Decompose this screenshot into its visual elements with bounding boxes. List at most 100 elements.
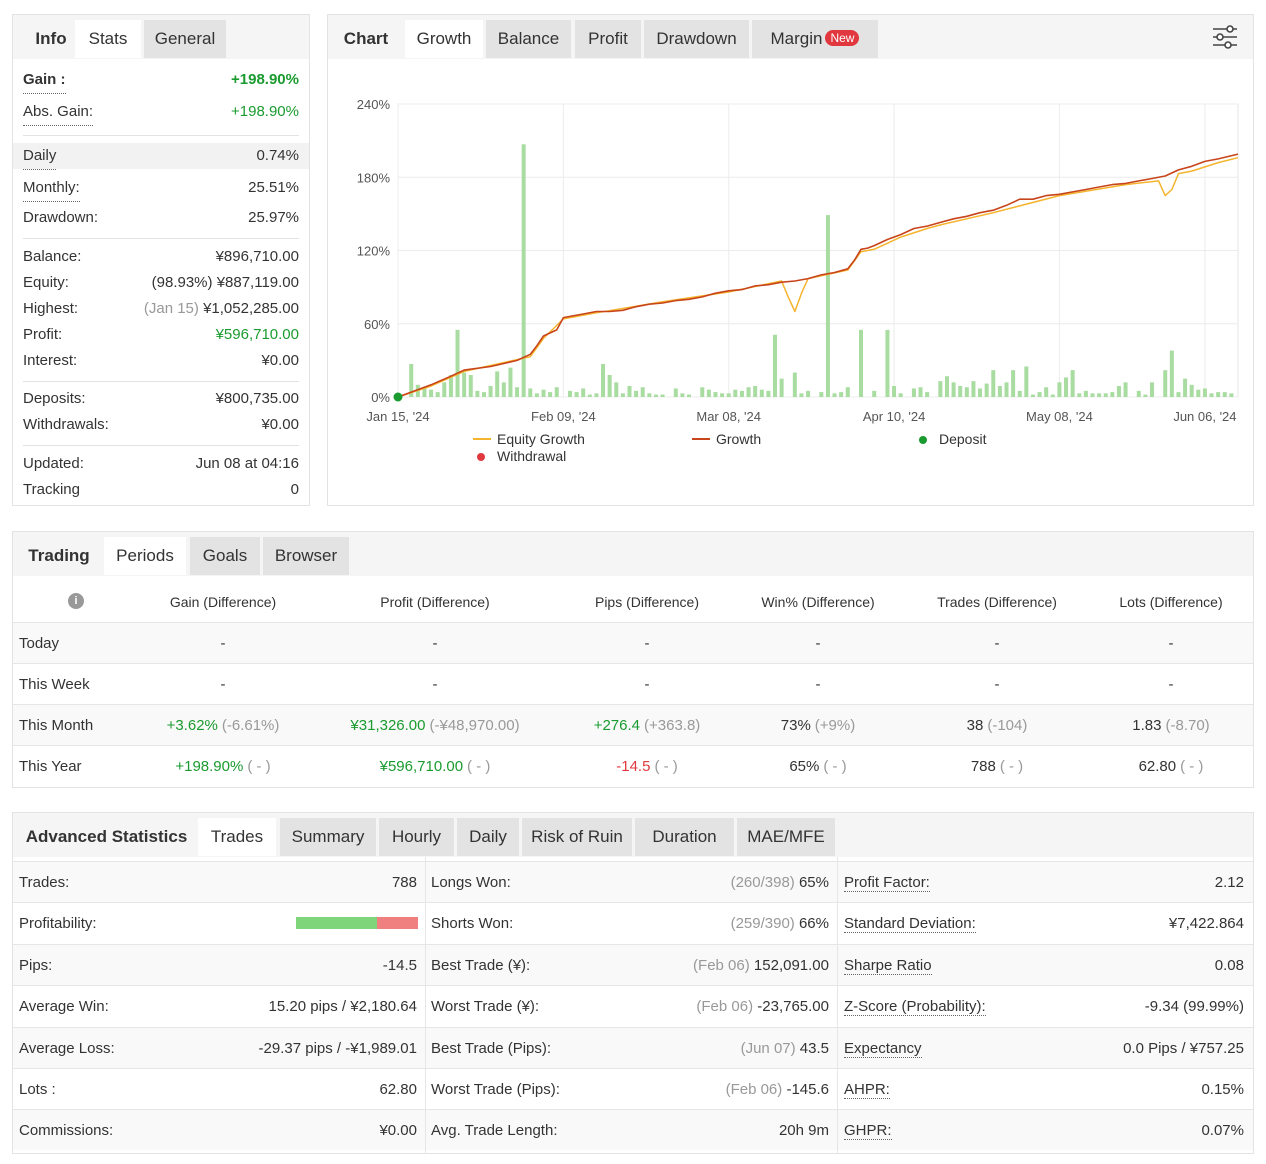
tab-growth[interactable]: Growth [405, 20, 483, 58]
deposit-bar[interactable] [806, 390, 811, 397]
abs-gain-label[interactable]: Abs. Gain: [23, 99, 94, 126]
deposit-bar[interactable] [1143, 394, 1148, 397]
deposit-bar[interactable] [1176, 392, 1181, 397]
deposit-bar[interactable] [1116, 386, 1121, 397]
deposit-bar[interactable] [1169, 350, 1174, 397]
deposit-bar[interactable] [647, 393, 652, 397]
deposit-bar[interactable] [997, 386, 1002, 397]
deposit-bar[interactable] [700, 387, 705, 397]
daily-label[interactable]: Daily [23, 143, 57, 170]
deposit-bar[interactable] [713, 392, 718, 397]
deposit-bar[interactable] [1229, 393, 1234, 397]
deposit-bar[interactable] [495, 371, 500, 397]
deposit-bar[interactable] [1103, 393, 1108, 397]
tab-daily[interactable]: Daily [457, 818, 519, 856]
deposit-bar[interactable] [733, 389, 738, 397]
deposit-bar[interactable] [773, 334, 778, 397]
deposit-bar[interactable] [1222, 392, 1227, 397]
tab-trades[interactable]: Trades [198, 818, 276, 856]
deposit-bar[interactable] [951, 382, 956, 397]
deposit-bar[interactable] [832, 393, 837, 397]
deposit-bar[interactable] [515, 387, 520, 397]
deposit-bar[interactable] [991, 370, 996, 397]
deposit-bar[interactable] [581, 388, 586, 397]
deposit-bar[interactable] [634, 390, 639, 397]
deposit-bar[interactable] [1050, 394, 1055, 397]
legend-withdrawal[interactable]: Withdrawal [477, 448, 566, 464]
stat-label-link[interactable]: Sharpe Ratio [844, 945, 932, 986]
deposit-bar[interactable] [1216, 392, 1221, 397]
deposit-bar[interactable] [554, 387, 559, 397]
deposit-bar[interactable] [1183, 378, 1188, 397]
deposit-bar[interactable] [978, 388, 983, 397]
stat-label-link[interactable]: Profit Factor: [844, 862, 930, 903]
deposit-bar[interactable] [1150, 382, 1155, 397]
monthly-label[interactable]: Monthly: [23, 175, 80, 202]
deposit-bar[interactable] [429, 389, 434, 397]
tab-chart[interactable]: Chart [343, 29, 389, 48]
deposit-bar[interactable] [1011, 370, 1016, 397]
deposit-bar[interactable] [627, 386, 632, 397]
deposit-bar[interactable] [739, 390, 744, 397]
series-line-growth[interactable] [397, 153, 1239, 398]
stat-label[interactable]: Profit Factor: [844, 874, 930, 892]
deposit-bar[interactable] [885, 329, 890, 397]
deposit-bar[interactable] [488, 386, 493, 397]
deposit-bar[interactable] [601, 364, 606, 397]
deposit-bar[interactable] [521, 144, 526, 397]
deposit-bar[interactable] [1097, 393, 1102, 397]
deposit-bar[interactable] [1077, 393, 1082, 397]
gain-label[interactable]: Gain : [23, 67, 66, 94]
deposit-bar[interactable] [687, 394, 692, 397]
deposit-bar[interactable] [938, 381, 943, 397]
deposit-bar[interactable] [1196, 389, 1201, 397]
deposit-bar[interactable] [918, 387, 923, 397]
deposit-bar[interactable] [1110, 392, 1115, 397]
stat-label-link[interactable]: AHPR: [844, 1069, 890, 1110]
tab-profit[interactable]: Profit [575, 20, 641, 58]
deposit-bar[interactable] [753, 386, 758, 397]
stat-label[interactable]: Sharpe Ratio [844, 956, 932, 975]
deposit-bar[interactable] [435, 392, 440, 397]
deposit-bar[interactable] [1123, 382, 1128, 397]
deposit-bar[interactable] [779, 378, 784, 397]
deposit-bar[interactable] [1090, 393, 1095, 397]
sliders-icon[interactable] [1211, 24, 1239, 50]
deposit-bar[interactable] [534, 393, 539, 397]
profitability-bar[interactable] [296, 917, 418, 930]
deposit-bar[interactable] [508, 367, 513, 397]
deposit-bar[interactable] [1004, 382, 1009, 397]
deposit-bar[interactable] [1202, 388, 1207, 397]
legend-equity-growth[interactable]: Equity Growth [473, 431, 585, 447]
tab-mae-mfe[interactable]: MAE/MFE [737, 818, 835, 856]
deposit-bar[interactable] [1017, 390, 1022, 397]
deposit-bar[interactable] [746, 387, 751, 397]
deposit-bar[interactable] [1083, 390, 1088, 397]
deposit-bar[interactable] [475, 390, 480, 397]
deposit-bar[interactable] [548, 392, 553, 397]
stat-label[interactable]: Standard Deviation: [844, 915, 976, 934]
deposit-bar[interactable] [1189, 384, 1194, 397]
stat-label-link[interactable]: GHPR: [844, 1110, 892, 1151]
tab-periods[interactable]: Periods [104, 537, 186, 575]
deposit-bar[interactable] [971, 381, 976, 397]
deposit-bar[interactable] [567, 390, 572, 397]
deposit-bar[interactable] [845, 387, 850, 397]
growth-chart[interactable]: 240% 180% 120% 60% 0% Jan 15, '24 Feb 09, '24 M… [328, 59, 1253, 504]
deposit-bar[interactable] [1030, 394, 1035, 397]
deposit-bar[interactable] [594, 393, 599, 397]
deposit-bar[interactable] [825, 215, 830, 397]
deposit-bar[interactable] [1044, 387, 1049, 397]
deposit-bar[interactable] [680, 393, 685, 397]
deposit-bar[interactable] [640, 387, 645, 397]
tab-hourly[interactable]: Hourly [379, 818, 454, 856]
deposit-bar[interactable] [1057, 382, 1062, 397]
deposit-bar[interactable] [892, 386, 897, 397]
deposit-bar[interactable] [673, 388, 678, 397]
tab-info[interactable]: Info [35, 29, 67, 48]
legend-growth[interactable]: Growth [692, 431, 761, 447]
tab-trading[interactable]: Trading [28, 546, 90, 565]
deposit-bar[interactable] [587, 394, 592, 397]
tab-margin[interactable]: Margin New [752, 20, 878, 58]
deposit-bar[interactable] [620, 393, 625, 397]
